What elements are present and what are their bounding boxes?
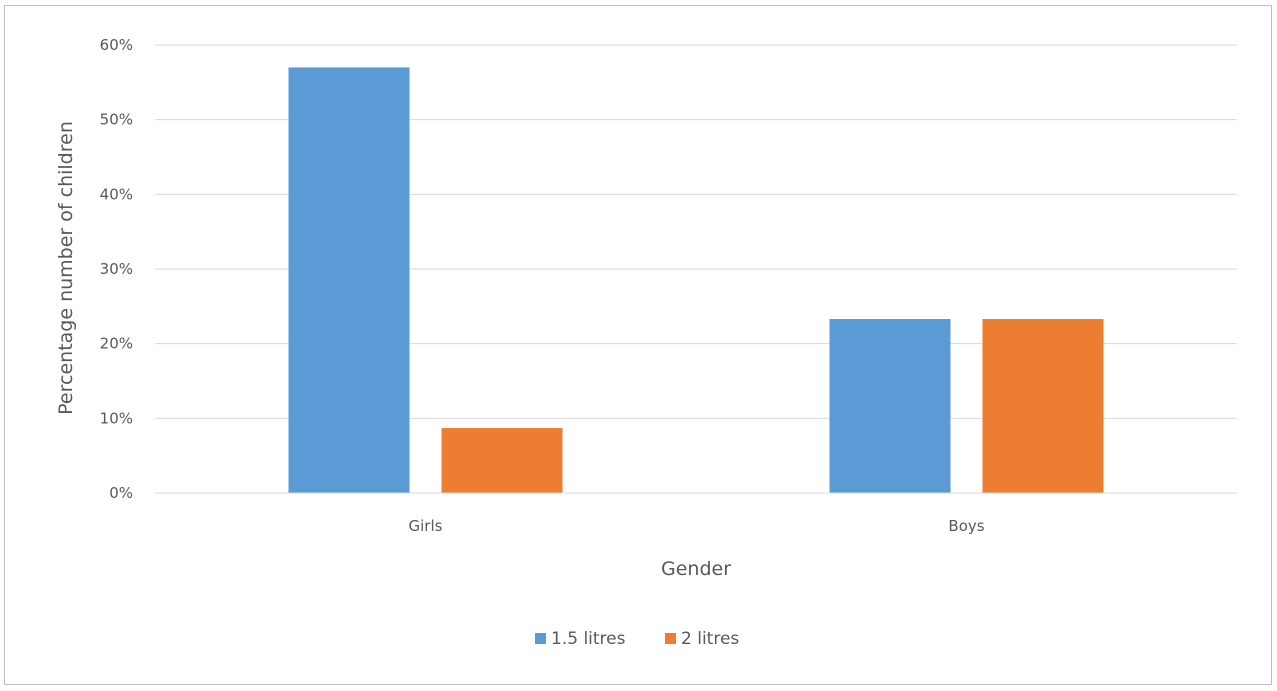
x-tick-label: Boys — [948, 517, 984, 535]
legend-swatch — [535, 633, 546, 644]
bar-girls-series-2 — [441, 428, 563, 493]
legend-label: 2 litres — [681, 629, 739, 649]
legend-label: 1.5 litres — [551, 629, 626, 649]
x-tick-labels: Girls Boys — [409, 517, 985, 535]
y-tick-label: 50% — [100, 111, 133, 129]
legend-swatch — [665, 633, 676, 644]
y-tick-label: 30% — [100, 260, 133, 278]
bar-girls-series-1 — [288, 67, 410, 494]
x-axis-title: Gender — [661, 558, 731, 580]
x-tick-label: Girls — [409, 517, 443, 535]
y-tick-labels: 0% 10% 20% 30% 40% 50% 60% — [100, 36, 133, 502]
bar-boys-series-2 — [982, 319, 1104, 493]
y-tick-label: 0% — [109, 484, 133, 502]
y-tick-label: 10% — [100, 409, 133, 427]
y-tick-label: 20% — [100, 335, 133, 353]
bars — [288, 67, 1104, 494]
y-tick-label: 60% — [100, 36, 133, 54]
legend: 1.5 litres 2 litres — [535, 629, 739, 649]
bar-boys-series-1 — [829, 319, 951, 493]
y-tick-label: 40% — [100, 185, 133, 203]
y-axis-title: Percentage number of children — [55, 121, 77, 415]
